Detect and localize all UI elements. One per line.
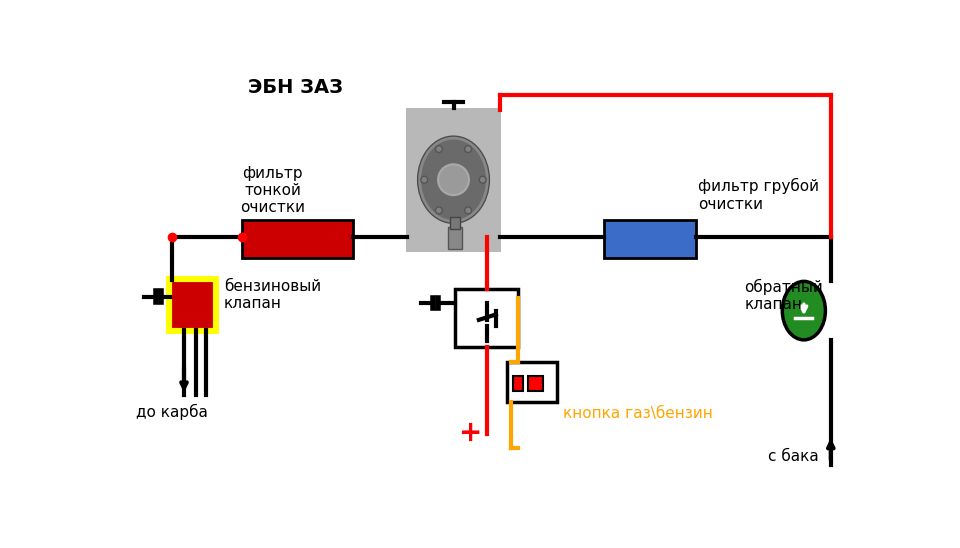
Ellipse shape (417, 135, 490, 224)
Text: +: + (459, 419, 482, 447)
Bar (455, 289, 518, 347)
Bar (242, 220, 353, 258)
Ellipse shape (465, 207, 471, 214)
Ellipse shape (782, 281, 826, 340)
Text: ЭБН ЗАЗ: ЭБН ЗАЗ (248, 78, 343, 97)
Ellipse shape (420, 138, 488, 221)
Bar (166, 276, 219, 334)
Bar (513, 376, 523, 391)
Bar (448, 227, 462, 249)
Bar (406, 108, 501, 252)
Text: фильтр грубой
очистки: фильтр грубой очистки (698, 178, 819, 212)
Text: до карба: до карба (136, 404, 208, 420)
Ellipse shape (438, 164, 468, 195)
Bar (604, 220, 696, 258)
Text: кнопка газ\бензин: кнопка газ\бензин (563, 406, 712, 421)
Ellipse shape (436, 146, 443, 152)
Bar (450, 218, 460, 229)
Text: обратный
клапан: обратный клапан (745, 278, 824, 312)
Ellipse shape (436, 207, 443, 214)
Ellipse shape (465, 146, 471, 152)
Bar (508, 362, 558, 402)
Ellipse shape (479, 176, 486, 183)
Ellipse shape (420, 176, 428, 183)
Bar (170, 280, 215, 330)
Text: бензиновый
клапан: бензиновый клапан (224, 279, 322, 311)
Bar (528, 376, 542, 391)
Text: фильтр
тонкой
очистки: фильтр тонкой очистки (240, 165, 305, 215)
Text: с бака: с бака (768, 449, 819, 464)
